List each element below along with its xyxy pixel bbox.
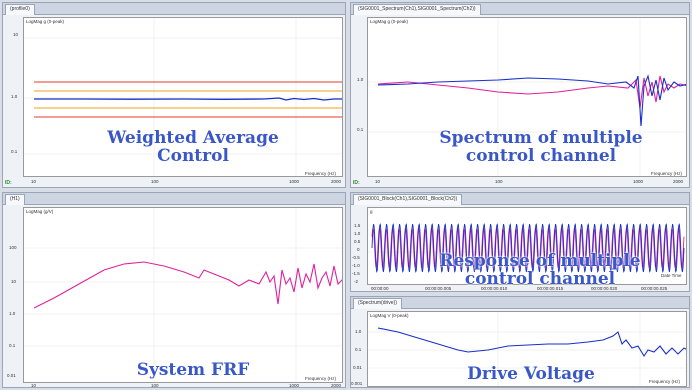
tab-bar: (Spectrum(drive)) [351,297,689,309]
tab-h1[interactable]: (H1) [5,194,25,205]
x-tick: 2000 [673,179,684,184]
y-tick: 0.1 [357,127,364,132]
drive-voltage-panel: (Spectrum(drive)) 1.0 0.1 0.01 0.001 Log… [350,296,690,388]
x-tick: 1000 [633,179,644,184]
plot-title: g [370,209,373,214]
y-tick: 1.0 [11,94,18,99]
y-tick: 0 [357,247,360,252]
y-tick: 1.0 [357,77,364,82]
x-tick: 00:00:00.015 [537,286,564,291]
weighted-caption: Weighted Average Control [63,129,323,166]
weighted-chart [24,18,342,176]
x-tick: 00:00:00.010 [481,286,508,291]
y-tick: 10 [11,279,17,284]
caption-line-2: control channel [465,146,617,167]
x-tick: 100 [495,179,503,184]
tab-profile[interactable]: (profile0) [5,4,35,15]
response-plot-area[interactable]: g [367,207,687,285]
y-tick: -1.5 [352,271,360,276]
x-tick: 100 [151,383,159,388]
caption-line-1: Spectrum of multiple [439,128,643,148]
x-axis-label: Frequency (Hz) [305,376,337,381]
spectrum-chart [368,18,686,176]
x-tick: 10 [375,179,381,184]
x-axis-label: Frequency (Hz) [651,171,683,176]
drive-chart [368,312,686,386]
spectrum-caption: Spectrum of multiple control channel [401,129,681,166]
channel-2-trace [377,75,686,109]
y-tick: 10 [13,32,19,37]
x-tick: 00:00:00.020 [591,286,618,291]
y-tick: 1.0 [9,311,16,316]
y-tick: 1.5 [354,223,361,228]
tab-spectrum[interactable]: (SIG0001_Spectrum(Ch1),SIG0001_Spectrum(… [353,4,481,15]
drive-caption: Drive Voltage [467,364,595,384]
y-tick: 0.01 [353,365,362,370]
channel-1-trace [377,74,686,127]
x-tick: 2000 [331,179,342,184]
caption-line-2: Control [157,146,229,167]
plot-title: LogMag (g/V) [26,209,54,214]
corner-label: ID: [353,180,360,186]
x-tick: 00:00:00 [371,286,389,291]
tab-bar: (SIG0001_Block(Ch1),SIG0001_Block(Ch2)) [351,193,689,205]
caption-line-1: Weighted Average [107,128,279,148]
weighted-average-panel: (profile0) 10 1.0 0.1 LogMag g (0-peak) … [2,2,346,188]
plot-title: LogMag g (0-peak) [370,19,409,24]
y-tick: 0.1 [355,347,362,352]
y-tick: 0.1 [11,149,18,154]
spectrum-panel: (SIG0001_Spectrum(Ch1),SIG0001_Spectrum(… [350,2,690,188]
x-tick: 00:00:00.025 [641,286,668,291]
y-tick: 1.0 [355,329,362,334]
drive-plot-area[interactable]: LogMag V (0-peak) [367,311,687,387]
tab-bar: (profile0) [3,3,345,15]
plot-title: LogMag V (0-peak) [370,313,409,318]
frf-plot-area[interactable]: LogMag (g/V) [23,207,343,383]
control-trace [34,97,342,101]
channel-1-waveform [371,223,685,273]
tab-bar: (H1) [3,193,345,205]
y-tick: 0.5 [354,239,361,244]
frf-caption: System FRF [136,360,250,380]
x-tick: 1000 [289,179,300,184]
x-tick: 00:00:00.005 [425,286,452,291]
tab-bar: (SIG0001_Spectrum(Ch1),SIG0001_Spectrum(… [351,3,689,15]
y-tick: 0.01 [7,373,16,378]
weighted-plot-area[interactable]: LogMag g (0-peak) [23,17,343,177]
x-axis-label: Date Time [661,273,682,278]
frf-trace [33,261,342,309]
caption-line-2: control channel [464,269,616,290]
y-tick: 0.1 [9,343,16,348]
tab-drive[interactable]: (Spectrum(drive)) [353,298,402,309]
y-tick: 0.001 [351,381,363,386]
x-tick: 100 [151,179,159,184]
x-tick: 10 [31,383,37,388]
x-tick: 10 [31,179,37,184]
x-tick: 2000 [331,383,342,388]
frf-chart [24,208,342,382]
tab-block[interactable]: (SIG0001_Block(Ch1),SIG0001_Block(Ch2)) [353,194,463,205]
drive-trace [377,327,686,358]
plot-title: LogMag g (0-peak) [26,19,65,24]
y-tick: -2 [354,279,359,284]
spectrum-plot-area[interactable]: LogMag g (0-peak) [367,17,687,177]
y-tick: 1.0 [354,231,361,236]
x-axis-label: Frequency (Hz) [649,379,681,384]
caption-line-1: Response of multiple [439,251,641,271]
x-axis-label: Frequency (Hz) [305,171,337,176]
response-panel: (SIG0001_Block(Ch1),SIG0001_Block(Ch2)) … [350,192,690,292]
system-frf-panel: (H1) 100 10 1.0 0.1 0.01 LogMag (g/V) 10… [2,192,346,388]
corner-label: ID: [5,180,12,186]
channel-2-waveform [371,227,685,270]
y-tick: -0.5 [352,255,360,260]
y-tick: -1.0 [352,263,360,268]
x-tick: 1000 [289,383,300,388]
response-caption: Response of multiple control channel [400,252,680,289]
y-tick: 100 [9,245,17,250]
response-chart [368,223,686,273]
